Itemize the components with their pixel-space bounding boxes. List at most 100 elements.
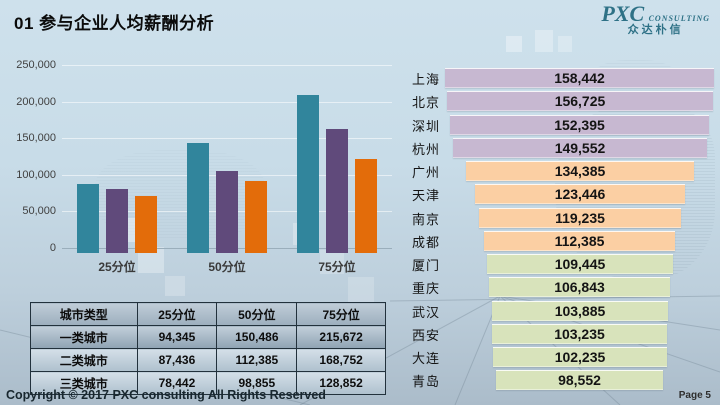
funnel-city-label: 青岛 (412, 374, 441, 389)
table-header-cell: 50分位 (216, 302, 298, 326)
funnel-value-label: 109,445 (554, 256, 606, 272)
funnel-city-label: 南京 (412, 212, 441, 227)
mosaic-decoration (558, 36, 572, 52)
funnel-value-label: 158,442 (554, 70, 605, 86)
mosaic-decoration (506, 36, 522, 52)
logo-chinese-text: 众达朴信 (627, 24, 684, 37)
funnel-city-label: 成都 (412, 235, 441, 250)
funnel-row: 厦门 109,445 (405, 252, 720, 275)
funnel-value-label: 98,552 (558, 372, 601, 388)
bar-三类城市 (355, 159, 377, 253)
funnel-city-label: 广州 (412, 165, 441, 180)
city-salary-funnel: 上海 158,442 北京 156,725 深圳 152,395 杭州 149,552 广州 13… (405, 66, 720, 396)
funnel-value-label: 156,725 (554, 93, 606, 109)
table-cell: 三类城市 (30, 371, 138, 395)
funnel-row: 西安 103,235 (405, 322, 720, 345)
table-header-cell: 75分位 (296, 302, 386, 326)
table-cell: 87,436 (136, 348, 218, 372)
y-axis-tick-label: 50,000 (22, 205, 56, 218)
table-cell: 98,855 (216, 371, 298, 395)
funnel-bar: 152,395 (450, 115, 709, 135)
copyright-text: Copyright © 2017 PXC consulting All Righ… (6, 388, 326, 402)
funnel-city-label: 厦门 (412, 258, 441, 273)
funnel-city-label: 重庆 (412, 281, 441, 296)
funnel-bar: 134,385 (466, 161, 694, 181)
funnel-value-label: 123,446 (554, 186, 606, 202)
funnel-value-label: 103,235 (554, 326, 605, 342)
bar-三类城市 (245, 181, 267, 253)
funnel-bar: 156,725 (447, 91, 713, 111)
y-axis-tick-label: 200,000 (16, 95, 56, 108)
bar-group-bars (77, 70, 157, 253)
bar-group: 75分位 (297, 65, 377, 275)
funnel-city-label: 深圳 (412, 119, 441, 134)
bar-一类城市 (187, 143, 209, 253)
funnel-bar: 112,385 (484, 231, 675, 251)
funnel-city-label: 武汉 (412, 305, 441, 320)
funnel-city-label: 天津 (412, 188, 441, 203)
bar-一类城市 (297, 95, 319, 253)
y-axis-tick-label: 0 (49, 242, 56, 254)
funnel-bar: 119,235 (479, 208, 681, 228)
gridline (62, 138, 392, 139)
page-number: Page 5 (678, 390, 711, 401)
funnel-city-label: 大连 (412, 351, 441, 366)
funnel-value-label: 102,235 (554, 349, 606, 365)
bar-二类城市 (106, 189, 128, 253)
funnel-row: 深圳 152,395 (405, 113, 720, 136)
funnel-value-label: 134,385 (554, 163, 606, 179)
funnel-city-label: 杭州 (412, 142, 441, 157)
x-axis-category-label: 75分位 (318, 260, 356, 274)
funnel-city-label: 西安 (412, 328, 441, 343)
bar-group-bars (187, 70, 267, 253)
table-cell: 215,672 (296, 325, 386, 349)
funnel-bar: 98,552 (496, 370, 663, 390)
funnel-value-label: 152,395 (554, 117, 605, 133)
y-axis-tick-label: 150,000 (16, 132, 56, 145)
logo-wordmark: PXC CONSULTING (601, 1, 710, 26)
funnel-bar: 158,442 (445, 68, 714, 88)
y-axis-tick-label: 250,000 (16, 59, 56, 71)
funnel-value-label: 103,885 (554, 303, 606, 319)
table-header-cell: 城市类型 (30, 302, 138, 326)
funnel-row: 武汉 103,885 (405, 299, 720, 322)
funnel-bar: 103,235 (492, 324, 667, 344)
funnel-row: 广州 134,385 (405, 159, 720, 182)
bar-group: 25分位 (77, 65, 157, 275)
bar-二类城市 (326, 129, 348, 253)
gridline (62, 102, 392, 103)
logo-pxc-text: PXC (601, 1, 645, 26)
x-axis-category-label: 25分位 (98, 260, 136, 274)
table-row: 三类城市 78,442 98,855 128,852 (30, 371, 386, 395)
funnel-bar: 149,552 (453, 138, 707, 158)
x-axis-category-label: 50分位 (208, 260, 246, 274)
salary-table: 城市类型 25分位 50分位 75分位 一类城市 94,345 150,486 215,67… (30, 302, 386, 395)
grouped-bar-chart: 250,000 200,000 150,000 100,000 50,000 0 25分位… (10, 58, 398, 288)
table-cell: 150,486 (216, 325, 298, 349)
logo-consulting-text: CONSULTING (648, 14, 710, 23)
funnel-row: 南京 119,235 (405, 206, 720, 229)
table-cell: 78,442 (136, 371, 218, 395)
funnel-bar: 103,885 (492, 301, 668, 321)
funnel-value-label: 106,843 (554, 279, 605, 295)
funnel-city-label: 上海 (412, 72, 441, 87)
funnel-value-label: 149,552 (554, 140, 606, 156)
funnel-value-label: 112,385 (554, 233, 605, 249)
pxc-logo: PXC CONSULTING 众达朴信 (601, 1, 710, 37)
funnel-row: 青岛 98,552 (405, 368, 720, 391)
bar-groups: 25分位 50分位 75分位 (62, 65, 392, 275)
funnel-row: 成都 112,385 (405, 229, 720, 252)
y-axis-tick-label: 100,000 (16, 168, 56, 181)
funnel-bar: 123,446 (475, 184, 685, 204)
funnel-row: 重庆 106,843 (405, 275, 720, 298)
bar-三类城市 (135, 196, 157, 253)
funnel-bar: 102,235 (493, 347, 667, 367)
funnel-city-label: 北京 (412, 95, 441, 110)
table-cell: 128,852 (296, 371, 386, 395)
table-header-row: 城市类型 25分位 50分位 75分位 (30, 302, 386, 326)
funnel-bar: 109,445 (487, 254, 673, 274)
funnel-bar: 106,843 (489, 277, 670, 297)
table-cell: 一类城市 (30, 325, 138, 349)
bar-一类城市 (77, 184, 99, 253)
